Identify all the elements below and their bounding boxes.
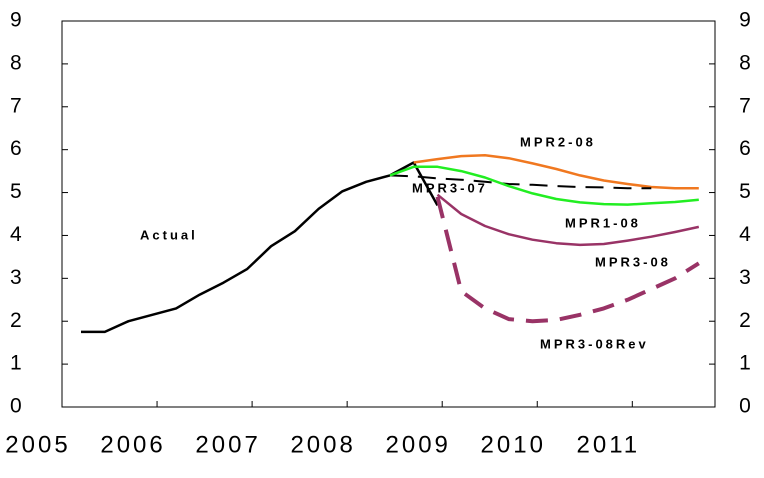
x-tick-label: 2006 (100, 431, 165, 458)
series-label: Actual (140, 227, 198, 242)
series-line (436, 193, 700, 247)
y2-tick-label: 2 (739, 309, 751, 332)
y-tick-label: 7 (10, 94, 22, 117)
y2-tick-label: 1 (739, 352, 751, 375)
y2-tick-label: 8 (739, 51, 751, 74)
y2-tick-label: 6 (739, 137, 751, 160)
series-line (389, 165, 699, 206)
series-label: MPR3-08 (595, 254, 671, 269)
series-label: MPR1-08 (565, 215, 641, 230)
series-line (81, 161, 439, 334)
x-tick-label: 2009 (386, 431, 451, 458)
y-tick-label: 9 (10, 9, 22, 32)
y2-tick-label: 5 (739, 180, 751, 203)
y-tick-label: 1 (10, 352, 22, 375)
y2-tick-label: 3 (739, 266, 751, 289)
series-label: MPR3-08Rev (540, 336, 649, 351)
series-line (413, 153, 699, 190)
plot-frame (61, 20, 716, 408)
y-tick-label: 8 (10, 51, 22, 74)
series-label: MPR2-08 (520, 134, 596, 149)
y2-tick-label: 7 (739, 94, 751, 117)
y-tick-label: 5 (10, 180, 22, 203)
y-tick-label: 2 (10, 309, 22, 332)
y2-tick-label: 0 (739, 395, 751, 418)
series-label: MPR3-07 (412, 180, 488, 195)
series-line (389, 174, 652, 190)
x-tick-label: 2010 (481, 431, 546, 458)
y2-tick-label: 9 (739, 9, 751, 32)
y2-tick-label: 4 (739, 223, 751, 246)
y-tick-label: 3 (10, 266, 22, 289)
x-tick-label: 2011 (577, 431, 641, 458)
x-tick-label: 2008 (290, 431, 355, 458)
y-tick-label: 6 (10, 137, 22, 160)
series-line (435, 196, 700, 324)
y-tick-label: 0 (10, 395, 22, 418)
y-tick-label: 4 (10, 223, 22, 246)
x-tick-label: 2007 (195, 431, 260, 458)
x-tick-label: 2005 (5, 431, 70, 458)
